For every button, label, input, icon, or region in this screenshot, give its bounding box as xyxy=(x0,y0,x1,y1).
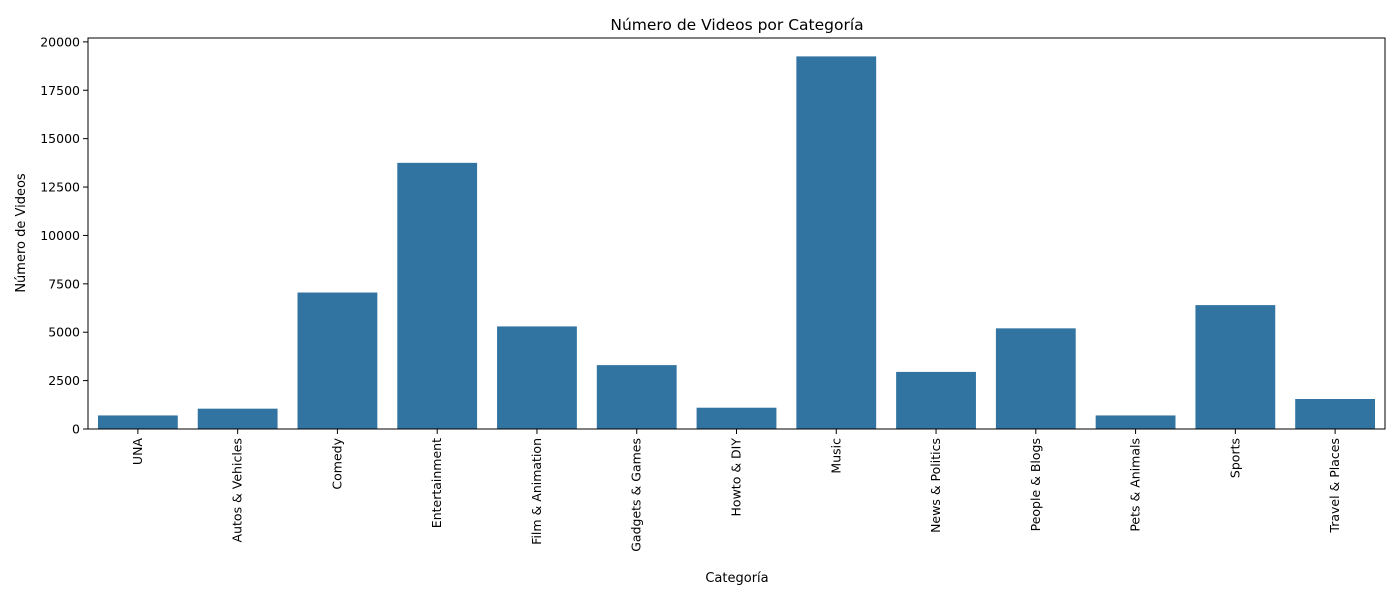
x-tick-label-0: UNA xyxy=(130,438,145,465)
bars-group xyxy=(97,56,1376,430)
x-tick-label-8: News & Politics xyxy=(928,438,943,533)
y-tick-label-3: 7500 xyxy=(48,276,80,291)
x-tick-label-12: Travel & Places xyxy=(1327,438,1342,534)
x-axis-title: Categoría xyxy=(705,571,768,586)
bar-4 xyxy=(497,326,577,429)
bar-2 xyxy=(297,292,378,429)
x-tick-label-10: Pets & Animals xyxy=(1128,438,1143,532)
x-tick-label-2: Comedy xyxy=(329,437,344,489)
y-tick-label-1: 2500 xyxy=(48,373,80,388)
y-tick-label-2: 5000 xyxy=(48,325,80,340)
bar-0 xyxy=(97,415,178,429)
x-tick-label-11: Sports xyxy=(1227,438,1242,478)
bar-3 xyxy=(397,162,478,430)
bar-7 xyxy=(796,56,877,430)
bar-9 xyxy=(995,328,1076,429)
bar-8 xyxy=(896,371,976,429)
y-tick-label-5: 12500 xyxy=(40,180,80,195)
x-tick-label-1: Autos & Vehicles xyxy=(230,438,245,542)
bar-6 xyxy=(696,407,777,429)
y-tick-label-6: 15000 xyxy=(40,131,80,146)
x-tick-label-7: Music xyxy=(828,438,843,474)
y-axis-title: Número de Videos xyxy=(14,173,29,293)
x-tick-label-9: People & Blogs xyxy=(1028,438,1043,531)
x-tick-label-6: Howto & DIY xyxy=(729,438,744,517)
bar-5 xyxy=(596,365,677,429)
bar-10 xyxy=(1095,415,1176,429)
y-tick-label-4: 10000 xyxy=(40,228,80,243)
chart-title: Número de Videos por Categoría xyxy=(610,16,863,34)
plot-frame xyxy=(87,37,1386,430)
y-tick-label-7: 17500 xyxy=(40,83,80,98)
x-tick-label-4: Film & Animation xyxy=(529,438,544,545)
bar-1 xyxy=(197,408,278,429)
bar-11 xyxy=(1195,305,1276,429)
x-tick-label-5: Gadgets & Games xyxy=(629,438,644,552)
bar-12 xyxy=(1295,398,1376,429)
y-axis: 0 2500 5000 7500 10000 12500 15000 17500 20000 xyxy=(40,34,88,437)
x-tick-label-3: Entertainment xyxy=(429,438,444,528)
y-tick-label-8: 20000 xyxy=(40,34,80,49)
x-axis: UNA Autos & Vehicles Comedy Entertainment Fi… xyxy=(130,429,1342,552)
y-tick-label-0: 0 xyxy=(72,422,80,437)
